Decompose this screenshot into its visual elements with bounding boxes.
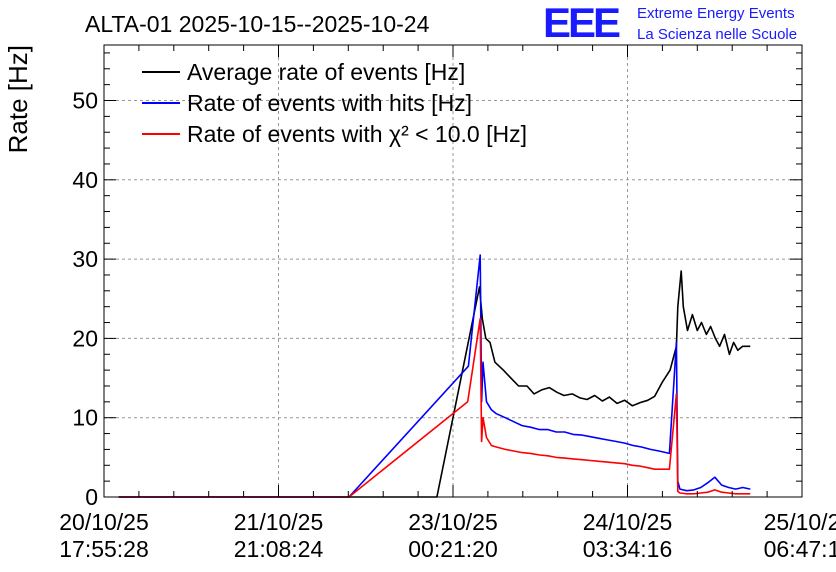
chart-title: ALTA-01 2025-10-15--2025-10-24 <box>85 11 430 37</box>
x-tick-label-time: 21:08:24 <box>234 536 324 562</box>
y-tick-label: 40 <box>72 167 98 193</box>
x-tick-label-date: 21/10/25 <box>234 509 324 535</box>
y-tick-label: 50 <box>72 88 98 114</box>
x-tick-label-time: 06:47:1 <box>764 536 836 562</box>
y-tick-label: 0 <box>85 484 98 510</box>
legend: Average rate of events [Hz] Rate of event… <box>142 59 527 147</box>
legend-label-1: Average rate of events [Hz] <box>187 59 465 85</box>
x-tick-label-date: 24/10/25 <box>583 509 673 535</box>
y-tick-label: 30 <box>72 246 98 272</box>
legend-label-2: Rate of events with hits [Hz] <box>187 90 472 116</box>
y-tick-label: 10 <box>72 405 98 431</box>
logo-line-2: La Scienza nelle Scuole <box>637 26 798 43</box>
y-axis-label: Rate [Hz] <box>3 45 33 153</box>
x-tick-label-date: 23/10/25 <box>408 509 498 535</box>
ticks <box>103 45 803 498</box>
y-tick-labels: 0 10 20 30 40 50 <box>72 88 98 510</box>
x-tick-label-date: 20/10/25 <box>59 509 149 535</box>
eee-logo-mark: EEE <box>543 0 621 46</box>
series-line-1 <box>118 270 751 498</box>
logo-line-1: Extreme Energy Events <box>637 5 795 22</box>
series-line-2 <box>118 254 751 498</box>
series-line-3 <box>118 317 751 498</box>
eee-logo: EEE Extreme Energy Events La Scienza nel… <box>543 2 833 46</box>
x-tick-label-date: 25/10/2 <box>764 509 836 535</box>
x-tick-label-time: 17:55:28 <box>59 536 149 562</box>
series-layer <box>118 254 751 498</box>
x-tick-label-time: 00:21:20 <box>408 536 498 562</box>
legend-label-3: Rate of events with χ² < 10.0 [Hz] <box>187 121 527 147</box>
x-tick-label-time: 03:34:16 <box>583 536 673 562</box>
y-tick-label: 20 <box>72 325 98 351</box>
